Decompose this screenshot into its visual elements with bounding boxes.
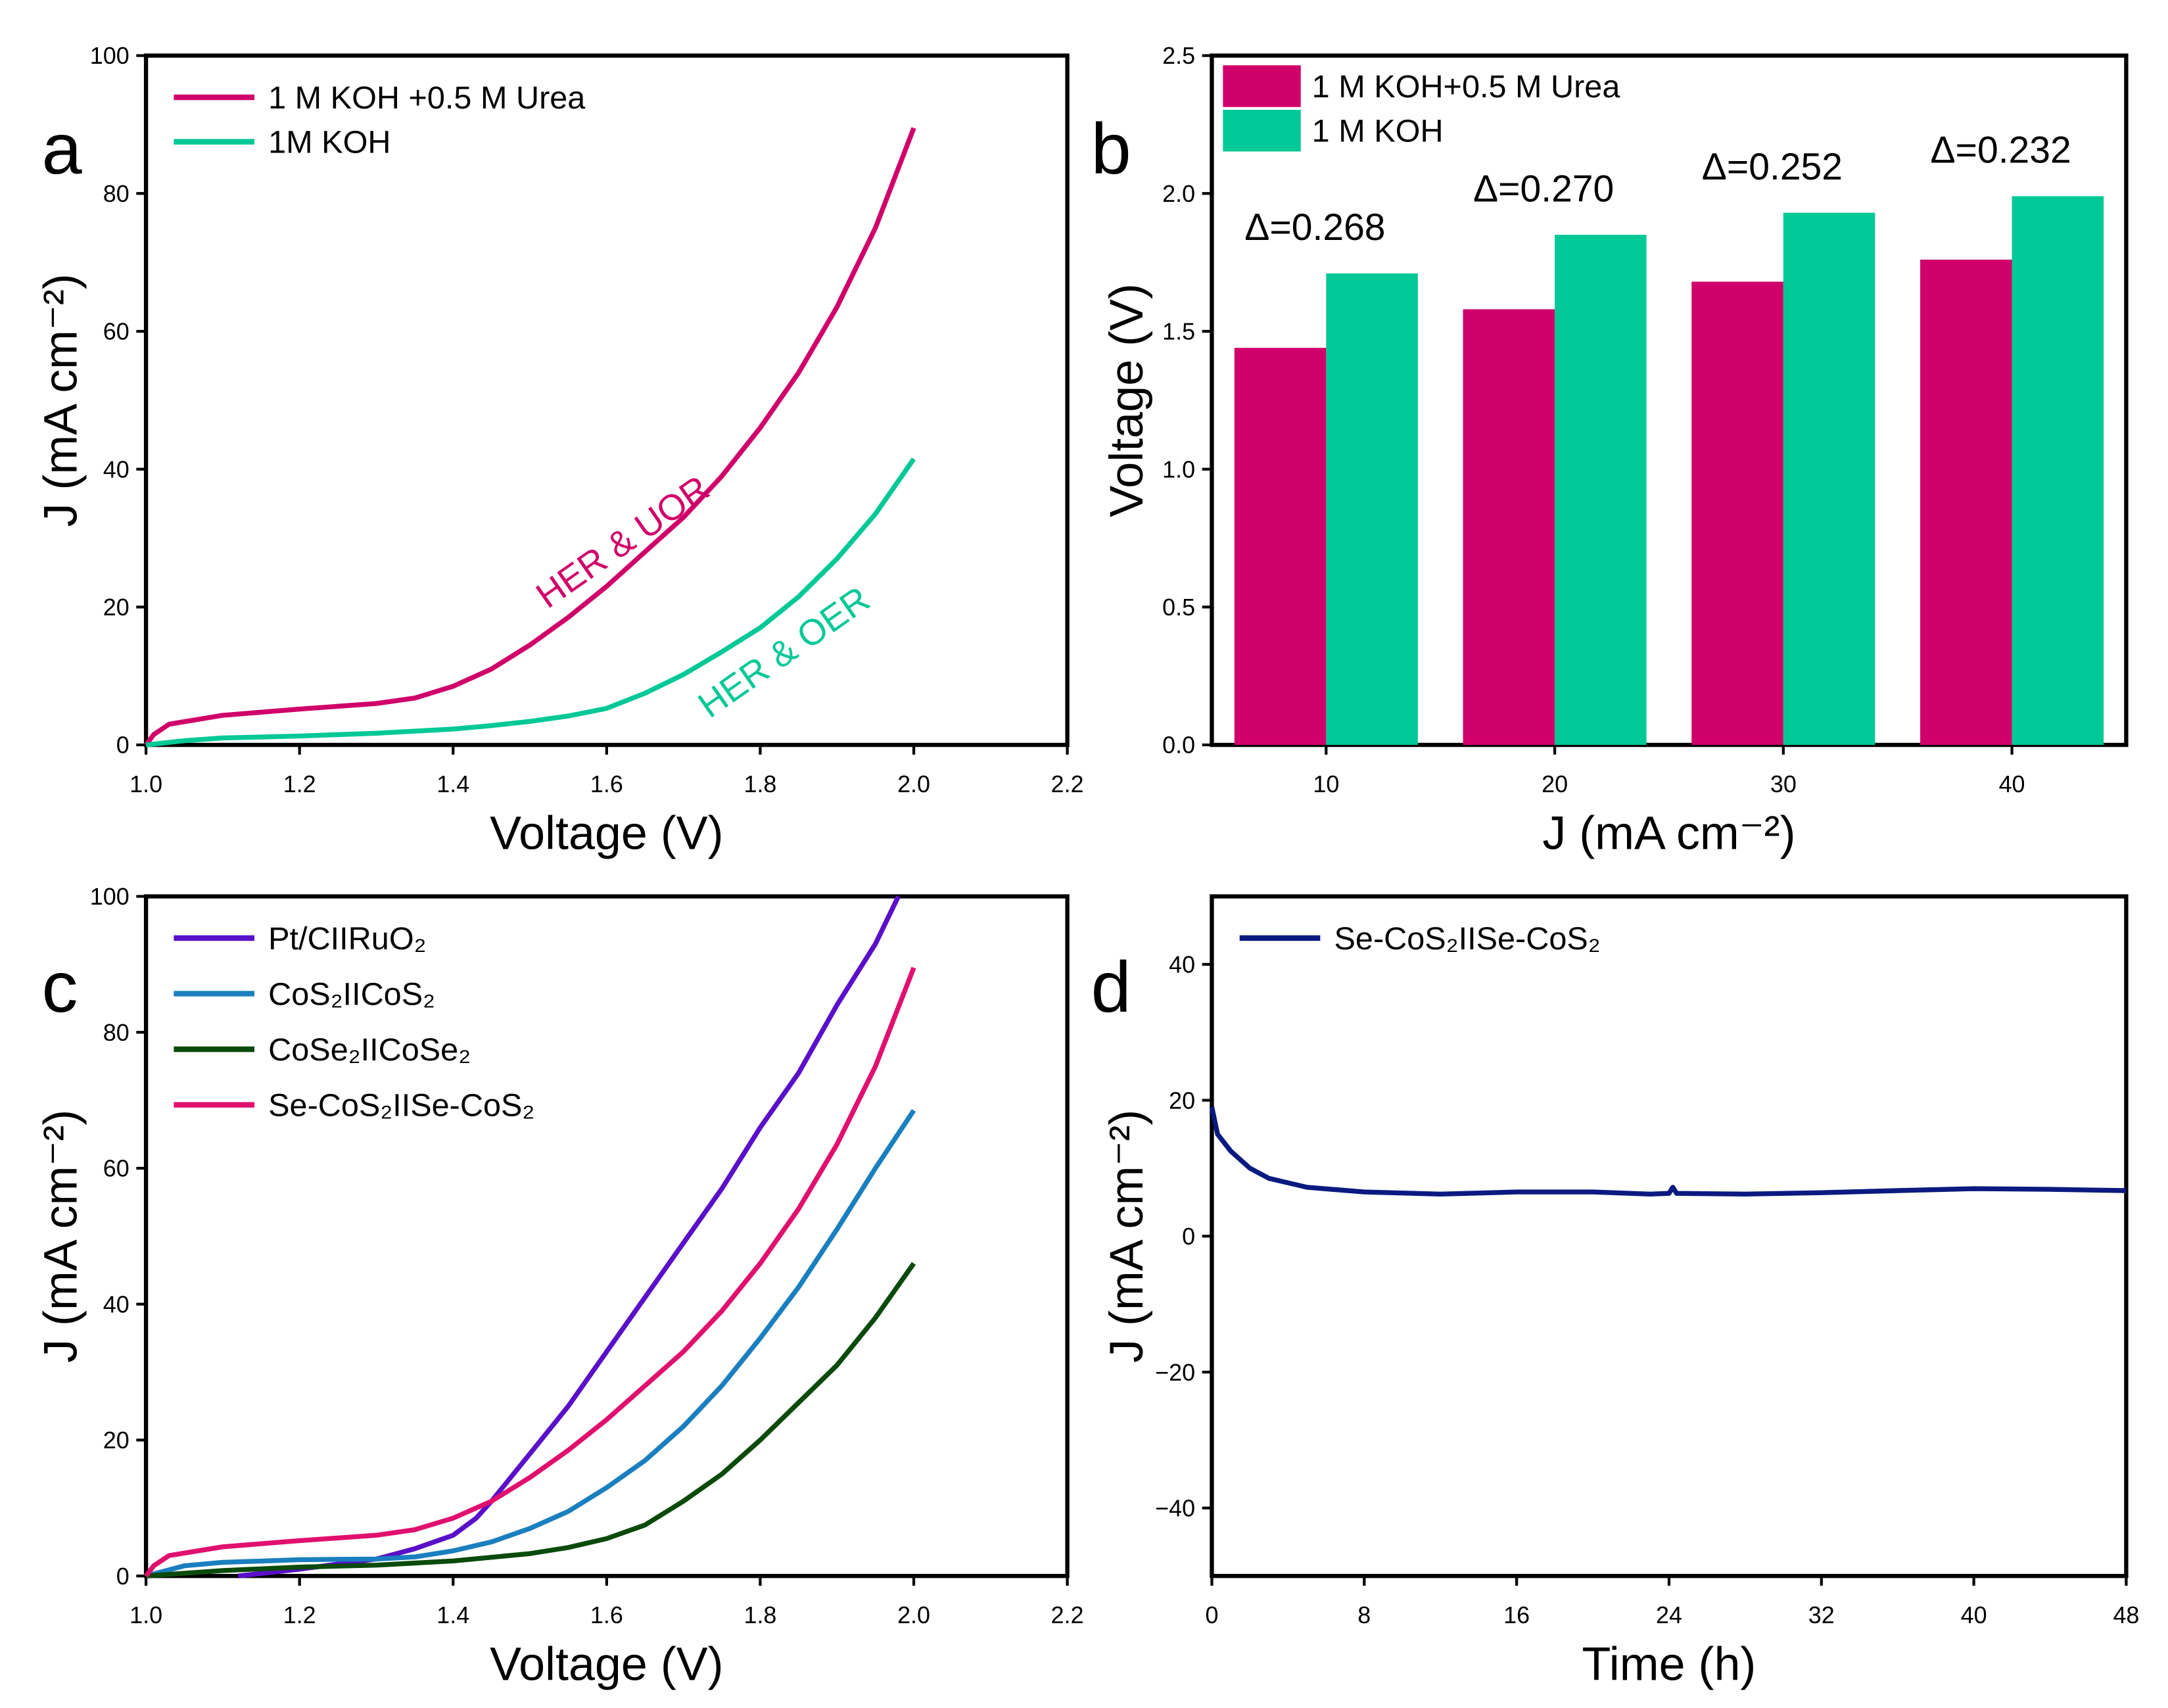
bar-urea-10 [1234, 348, 1327, 746]
x-tick-label: 8 [1357, 1601, 1371, 1628]
bar-koh-20 [1555, 235, 1647, 746]
x-tick-label: 1.2 [283, 1601, 316, 1628]
legend-label: 1 M KOH+0.5 M Urea [1312, 69, 1621, 105]
x-tick-label: 1.4 [436, 1601, 469, 1628]
x-tick-label: 2.0 [897, 771, 930, 797]
series-line-2 [145, 1262, 916, 1578]
series-line-3 [144, 966, 916, 1578]
curve-annotation: HER & UOR [529, 467, 717, 616]
series-line-0 [237, 895, 901, 1578]
x-tick-label: 48 [2113, 1601, 2139, 1628]
legend-label: 1 M KOH [1312, 114, 1444, 149]
y-tick-label: −20 [1155, 1359, 1195, 1386]
y-tick-label: 2.0 [1162, 180, 1195, 207]
plot-frame [1210, 894, 2129, 1578]
legend-swatch [1223, 109, 1301, 152]
x-tick-label: 10 [1313, 771, 1339, 797]
legend-label: Pt/CIIRuO₂ [268, 921, 426, 957]
y-tick-label: −40 [1155, 1494, 1195, 1521]
y-tick-label: 80 [103, 180, 130, 207]
x-tick-label: 1.6 [590, 771, 623, 797]
x-tick-label: 32 [1808, 1601, 1835, 1628]
x-axis-label: Time (h) [1582, 1638, 1756, 1691]
bar-koh-10 [1326, 273, 1418, 746]
y-tick-label: 80 [103, 1019, 130, 1046]
x-tick-label: 20 [1542, 771, 1568, 797]
y-tick-label: 40 [1169, 951, 1195, 978]
y-tick-label: 20 [1169, 1087, 1195, 1114]
y-tick-label: 0 [116, 1563, 130, 1590]
x-axis-label: Voltage (V) [490, 1638, 724, 1691]
x-tick-label: 40 [1961, 1601, 1987, 1628]
chart-panel-d: −40 −20 0 20 40 0 8 16 24 32 40 48 Se-CoS₂IISe-CoS₂ T… [1091, 894, 2139, 1691]
delta-label: Δ=0.252 [1702, 146, 1843, 188]
panel-label: a [42, 108, 83, 189]
legend-swatch [1223, 65, 1301, 107]
y-tick-label: 1.0 [1162, 456, 1195, 483]
y-tick-label: 100 [90, 883, 130, 910]
chart-panel-b: 0.0 0.5 1.0 1.5 2.0 2.5 10 Δ=0.268 20 Δ=0.270 30 Δ=… [1091, 42, 2129, 860]
delta-label: Δ=0.268 [1244, 206, 1385, 249]
series-line-1 [145, 457, 916, 747]
y-tick-label: 60 [103, 1155, 130, 1182]
panel-label: c [42, 947, 78, 1028]
series-line-1 [145, 1108, 916, 1578]
x-axis-label: Voltage (V) [490, 807, 724, 860]
bar-urea-20 [1463, 309, 1555, 746]
x-tick-label: 1.6 [590, 1601, 623, 1628]
y-tick-label: 40 [103, 456, 130, 483]
bar-urea-40 [1920, 259, 2012, 746]
legend-label: 1M KOH [268, 125, 390, 160]
y-tick-label: 1.5 [1162, 318, 1195, 345]
y-tick-label: 20 [103, 1427, 130, 1454]
x-axis-label: J (mA cm⁻²) [1542, 807, 1795, 860]
x-tick-label: 2.0 [897, 1601, 930, 1628]
x-tick-label: 2.2 [1051, 771, 1084, 797]
y-axis-label: J (mA cm⁻²) [34, 273, 87, 527]
legend-label: Se-CoS₂IISe-CoS₂ [268, 1087, 534, 1123]
legend-label: CoSe₂IICoSe₂ [268, 1032, 471, 1068]
x-tick-label: 24 [1656, 1601, 1682, 1628]
x-tick-label: 1.8 [743, 771, 776, 797]
series-line-0 [144, 127, 916, 747]
y-tick-label: 60 [103, 318, 130, 345]
x-tick-label: 1.0 [130, 771, 162, 797]
legend-label: CoS₂IICoS₂ [268, 976, 435, 1012]
y-tick-label: 0.5 [1162, 594, 1195, 621]
legend-label: Se-CoS₂IISe-CoS₂ [1334, 921, 1601, 957]
y-tick-label: 40 [103, 1291, 130, 1317]
bar-koh-40 [2012, 196, 2104, 746]
series-line-0 [1209, 1106, 2127, 1197]
panel-label: d [1091, 947, 1131, 1028]
y-tick-label: 0 [1182, 1223, 1195, 1250]
bar-urea-30 [1691, 281, 1783, 746]
y-axis-label: J (mA cm⁻²) [34, 1110, 87, 1363]
y-tick-label: 0.0 [1162, 732, 1195, 759]
bar-koh-30 [1783, 212, 1875, 746]
y-tick-label: 20 [103, 594, 130, 621]
delta-label: Δ=0.232 [1931, 130, 2071, 172]
x-tick-label: 40 [1999, 771, 2025, 797]
panel-label: b [1091, 108, 1131, 189]
y-tick-label: 0 [116, 732, 130, 759]
legend-label: 1 M KOH +0.5 M Urea [268, 80, 586, 116]
x-tick-label: 1.2 [283, 771, 316, 797]
chart-panel-c: 0 20 40 60 80 100 1.0 1.2 1.4 1.6 1.8 2.0 2.2 Pt/CIIR… [34, 883, 1083, 1691]
x-tick-label: 2.2 [1051, 1601, 1084, 1628]
x-tick-label: 16 [1503, 1601, 1530, 1628]
plot-frame [1210, 53, 2129, 747]
x-tick-label: 1.4 [436, 771, 469, 797]
y-tick-label: 100 [90, 42, 130, 69]
x-tick-label: 30 [1770, 771, 1797, 797]
x-tick-label: 1.0 [130, 1601, 162, 1628]
x-tick-label: 0 [1205, 1601, 1218, 1628]
y-tick-label: 2.5 [1162, 42, 1195, 69]
x-tick-label: 1.8 [743, 1601, 776, 1628]
y-axis-label: J (mA cm⁻²) [1100, 1110, 1153, 1363]
chart-panel-a: 0 20 40 60 80 100 1.0 1.2 1.4 1.6 1.8 2.0 2.2 HER & U… [34, 42, 1083, 859]
y-axis-label: Voltage (V) [1100, 283, 1153, 517]
delta-label: Δ=0.270 [1473, 168, 1614, 210]
